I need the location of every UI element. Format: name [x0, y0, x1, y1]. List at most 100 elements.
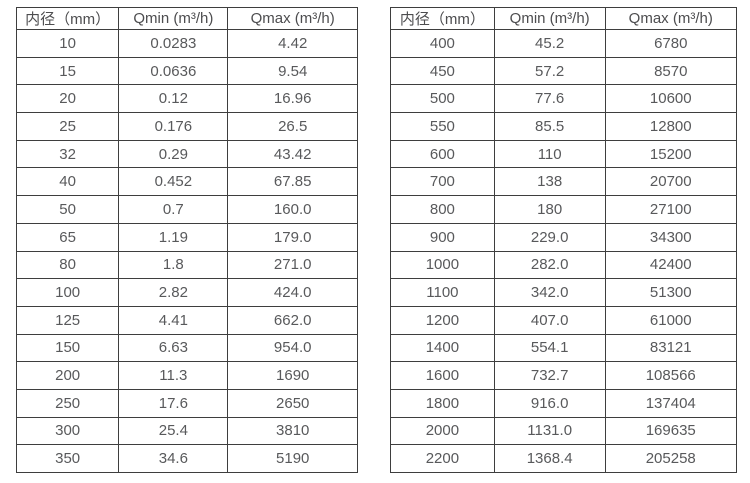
cell-diameter: 1600 [390, 361, 495, 390]
cell-diameter: 400 [390, 29, 495, 58]
cell-diameter: 1800 [390, 388, 495, 418]
table-row: 50 0.7 160.0 [15, 195, 358, 224]
cell-diameter: 350 [15, 444, 120, 473]
cell-diameter: 2200 [390, 444, 495, 473]
table-row: 350 34.6 5190 [15, 444, 358, 473]
table-row: 32 0.29 43.42 [15, 139, 358, 169]
cell-qmax: 954.0 [227, 333, 358, 363]
cell-qmax: 42400 [604, 250, 738, 280]
header-row: 内径（mm） Qmin (m³/h) Qmax (m³/h) [15, 7, 358, 30]
cell-qmin: 229.0 [493, 222, 606, 252]
cell-diameter: 550 [390, 112, 495, 141]
table-row: 2000 1131.0 169635 [390, 416, 738, 446]
cell-diameter: 500 [390, 84, 495, 114]
table-row: 200 11.3 1690 [15, 361, 358, 390]
cell-diameter: 150 [15, 333, 120, 363]
cell-diameter: 300 [15, 416, 120, 446]
cell-qmax: 662.0 [227, 305, 358, 335]
cell-qmin: 6.63 [118, 333, 229, 363]
cell-qmin: 17.6 [118, 388, 229, 418]
table-row: 600 110 15200 [390, 139, 738, 169]
cell-qmax: 83121 [604, 333, 738, 363]
cell-qmin: 1131.0 [493, 416, 606, 446]
cell-qmin: 0.176 [118, 112, 229, 141]
table-row: 1800 916.0 137404 [390, 388, 738, 418]
cell-diameter: 125 [15, 305, 120, 335]
cell-qmin: 732.7 [493, 361, 606, 390]
table-row: 1600 732.7 108566 [390, 361, 738, 390]
table-row: 2200 1368.4 205258 [390, 444, 738, 473]
cell-diameter: 50 [15, 195, 120, 224]
table-row: 1400 554.1 83121 [390, 333, 738, 363]
cell-qmin: 45.2 [493, 29, 606, 58]
cell-qmin: 407.0 [493, 305, 606, 335]
column-header-diameter: 内径（mm） [15, 7, 120, 30]
cell-diameter: 25 [15, 112, 120, 141]
table-row: 550 85.5 12800 [390, 112, 738, 141]
cell-diameter: 600 [390, 139, 495, 169]
table-row: 400 45.2 6780 [390, 29, 738, 58]
table-row: 300 25.4 3810 [15, 416, 358, 446]
table-row: 150 6.63 954.0 [15, 333, 358, 363]
table-row: 700 138 20700 [390, 167, 738, 197]
cell-qmax: 5190 [227, 444, 358, 473]
column-header-qmin: Qmin (m³/h) [493, 7, 606, 30]
cell-qmin: 57.2 [493, 56, 606, 86]
table-row: 1000 282.0 42400 [390, 250, 738, 280]
cell-qmax: 20700 [604, 167, 738, 197]
cell-diameter: 1400 [390, 333, 495, 363]
cell-diameter: 1100 [390, 278, 495, 307]
table-row: 65 1.19 179.0 [15, 222, 358, 252]
cell-diameter: 1000 [390, 250, 495, 280]
column-header-qmax: Qmax (m³/h) [227, 7, 358, 30]
table-row: 1200 407.0 61000 [390, 305, 738, 335]
table-row: 500 77.6 10600 [390, 84, 738, 114]
cell-qmin: 282.0 [493, 250, 606, 280]
cell-qmax: 27100 [604, 195, 738, 224]
cell-qmin: 34.6 [118, 444, 229, 473]
table-row: 15 0.0636 9.54 [15, 56, 358, 86]
column-header-diameter: 内径（mm） [390, 7, 495, 30]
cell-qmax: 67.85 [227, 167, 358, 197]
cell-qmax: 43.42 [227, 139, 358, 169]
cell-qmax: 271.0 [227, 250, 358, 280]
cell-qmin: 554.1 [493, 333, 606, 363]
cell-qmax: 205258 [604, 444, 738, 473]
cell-diameter: 20 [15, 84, 120, 114]
cell-qmax: 1690 [227, 361, 358, 390]
column-header-qmax: Qmax (m³/h) [604, 7, 738, 30]
cell-diameter: 700 [390, 167, 495, 197]
cell-qmax: 34300 [604, 222, 738, 252]
cell-diameter: 40 [15, 167, 120, 197]
cell-diameter: 250 [15, 388, 120, 418]
cell-diameter: 100 [15, 278, 120, 307]
cell-qmax: 179.0 [227, 222, 358, 252]
cell-qmin: 1368.4 [493, 444, 606, 473]
table-row: 125 4.41 662.0 [15, 305, 358, 335]
cell-qmin: 0.0636 [118, 56, 229, 86]
cell-qmax: 12800 [604, 112, 738, 141]
cell-qmin: 0.29 [118, 139, 229, 169]
cell-qmin: 916.0 [493, 388, 606, 418]
cell-qmax: 6780 [604, 29, 738, 58]
cell-qmin: 85.5 [493, 112, 606, 141]
cell-qmin: 1.8 [118, 250, 229, 280]
column-header-qmin: Qmin (m³/h) [118, 7, 229, 30]
cell-diameter: 450 [390, 56, 495, 86]
cell-qmax: 10600 [604, 84, 738, 114]
cell-qmax: 9.54 [227, 56, 358, 86]
cell-qmin: 342.0 [493, 278, 606, 307]
cell-diameter: 15 [15, 56, 120, 86]
table-row: 10 0.0283 4.42 [15, 29, 358, 58]
cell-qmin: 0.452 [118, 167, 229, 197]
cell-qmax: 26.5 [227, 112, 358, 141]
table-row: 80 1.8 271.0 [15, 250, 358, 280]
cell-qmax: 137404 [604, 388, 738, 418]
cell-qmin: 138 [493, 167, 606, 197]
cell-diameter: 65 [15, 222, 120, 252]
cell-qmin: 2.82 [118, 278, 229, 307]
cell-qmax: 108566 [604, 361, 738, 390]
cell-qmax: 160.0 [227, 195, 358, 224]
cell-diameter: 900 [390, 222, 495, 252]
